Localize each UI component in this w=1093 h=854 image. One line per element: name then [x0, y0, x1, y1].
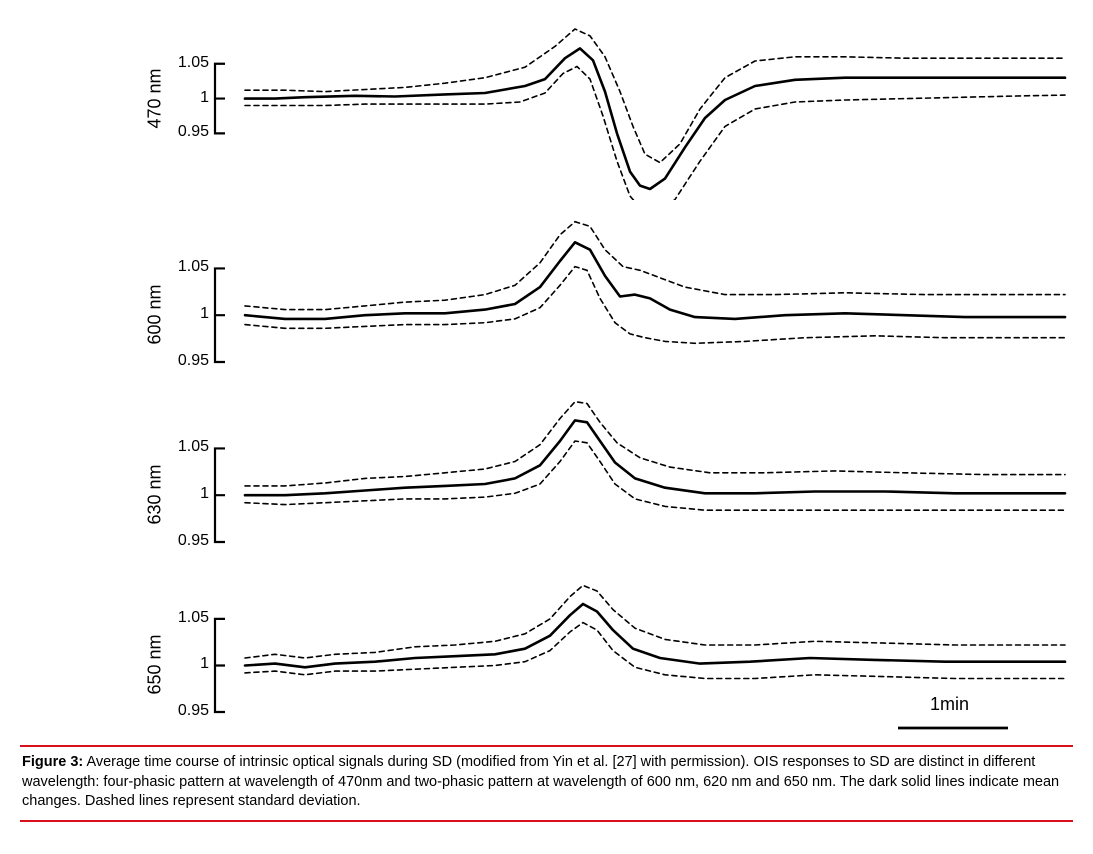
figure-caption-box: Figure 3: Average time course of intrins…: [20, 745, 1073, 822]
y-tick-label: 1.05: [165, 54, 209, 72]
lower-trace: [245, 441, 1065, 510]
upper-trace: [245, 222, 1065, 310]
chart-panel-600nm: 1.05 1 0.95 600 nm: [100, 205, 1030, 380]
y-axis-label: 650 nm: [145, 630, 166, 700]
y-tick-label: 1: [165, 305, 209, 323]
y-tick-label: 0.95: [165, 352, 209, 370]
chart-panel-630nm: 1.05 1 0.95 630 nm: [100, 385, 1030, 560]
scalebar-label: 1min: [930, 694, 969, 715]
y-tick-label: 1.05: [165, 438, 209, 456]
mean-trace: [245, 242, 1065, 319]
figure-caption: Figure 3: Average time course of intrins…: [20, 747, 1073, 820]
panel-svg: [100, 565, 1070, 730]
chart-panel-470nm: 1.05 1 0.95470 nm: [100, 10, 1030, 200]
caption-rule-bottom: [20, 820, 1073, 822]
caption-lead: Figure 3:: [22, 754, 83, 770]
mean-trace: [245, 604, 1065, 667]
y-axis-label: 600 nm: [145, 280, 166, 350]
chart-panel-650nm: 1.05 1 0.95 650 nm: [100, 565, 1030, 730]
y-tick-label: 0.95: [165, 532, 209, 550]
lower-trace: [245, 267, 1065, 344]
panel-svg: [100, 205, 1070, 380]
y-tick-label: 1: [165, 89, 209, 107]
caption-body: Average time course of intrinsic optical…: [22, 754, 1059, 809]
mean-trace: [245, 48, 1065, 189]
upper-trace: [245, 402, 1065, 486]
y-axis-label: 470 nm: [145, 63, 166, 133]
lower-trace: [245, 67, 1065, 201]
panel-svg: [100, 10, 1070, 200]
lower-trace: [245, 623, 1065, 679]
panel-svg: [100, 385, 1070, 560]
upper-trace: [245, 585, 1065, 658]
y-tick-label: 0.95: [165, 123, 209, 141]
y-tick-label: 1: [165, 485, 209, 503]
y-axis-label: 630 nm: [145, 460, 166, 530]
figure-panels: 1.0510.95470 nm1.0510.95600 nm1.0510.956…: [100, 10, 1030, 730]
mean-trace: [245, 420, 1065, 495]
y-tick-label: 1: [165, 655, 209, 673]
y-tick-label: 1.05: [165, 609, 209, 627]
y-tick-label: 1.05: [165, 258, 209, 276]
y-tick-label: 0.95: [165, 702, 209, 720]
